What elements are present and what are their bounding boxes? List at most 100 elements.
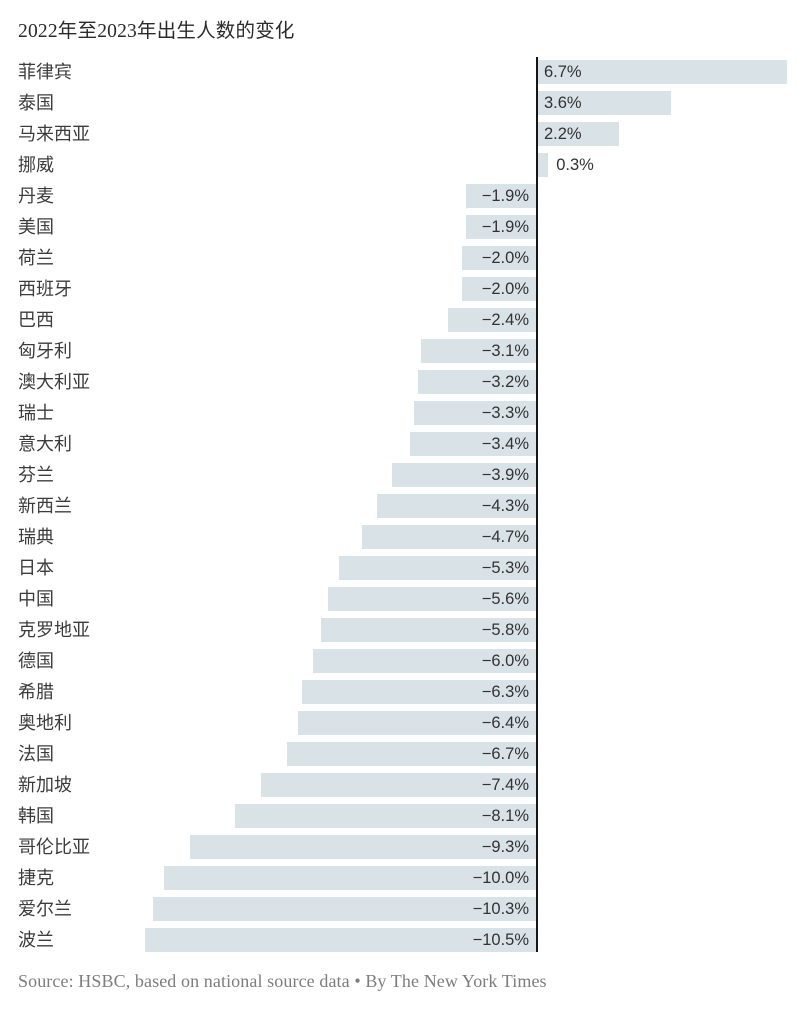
value-label: −1.9% [481, 218, 529, 236]
country-label: 德国 [18, 651, 54, 671]
bar [298, 711, 537, 735]
value-label: −5.6% [481, 590, 529, 608]
chart-row: 克罗地亚 −5.8% [0, 615, 800, 646]
chart-row: 西班牙 −2.0% [0, 274, 800, 305]
country-label: 克罗地亚 [18, 620, 90, 640]
value-label: −3.1% [481, 342, 529, 360]
value-label: −3.4% [481, 435, 529, 453]
chart: 菲律宾 6.7% 泰国 3.6% 马来西亚 2.2% 挪威 0.3% 丹麦 −1.9% 美国 −1.9… [0, 57, 800, 954]
chart-row: 希腊 −6.3% [0, 677, 800, 708]
bar [190, 835, 537, 859]
chart-row: 捷克 −10.0% [0, 863, 800, 894]
bar [313, 649, 537, 673]
chart-row: 意大利 −3.4% [0, 429, 800, 460]
value-label: −3.9% [481, 466, 529, 484]
chart-row: 瑞典 −4.7% [0, 522, 800, 553]
chart-row: 奥地利 −6.4% [0, 708, 800, 739]
chart-row: 爱尔兰 −10.3% [0, 894, 800, 925]
bar [537, 60, 787, 84]
bar [320, 618, 537, 642]
country-label: 法国 [18, 744, 54, 764]
value-label: −7.4% [481, 776, 529, 794]
bar [234, 804, 537, 828]
chart-row: 马来西亚 2.2% [0, 119, 800, 150]
value-label: −2.4% [481, 311, 529, 329]
value-label: −1.9% [481, 187, 529, 205]
zero-axis-line [536, 57, 538, 952]
bar [287, 742, 537, 766]
country-label: 西班牙 [18, 279, 72, 299]
country-label: 新西兰 [18, 496, 72, 516]
bar [413, 401, 537, 425]
value-label: −10.3% [472, 900, 529, 918]
country-label: 匈牙利 [18, 341, 72, 361]
chart-row: 新西兰 −4.3% [0, 491, 800, 522]
country-label: 希腊 [18, 682, 54, 702]
value-label: −5.8% [481, 621, 529, 639]
chart-row: 瑞士 −3.3% [0, 398, 800, 429]
country-label: 瑞士 [18, 403, 54, 423]
country-label: 奥地利 [18, 713, 72, 733]
chart-row: 韩国 −8.1% [0, 801, 800, 832]
country-label: 丹麦 [18, 186, 54, 206]
chart-row: 匈牙利 −3.1% [0, 336, 800, 367]
chart-row: 日本 −5.3% [0, 553, 800, 584]
value-label: 6.7% [544, 63, 582, 81]
country-label: 澳大利亚 [18, 372, 90, 392]
bar [417, 370, 537, 394]
chart-row: 哥伦比亚 −9.3% [0, 832, 800, 863]
chart-row: 新加坡 −7.4% [0, 770, 800, 801]
bar [466, 215, 537, 239]
value-label: −6.0% [481, 652, 529, 670]
country-label: 荷兰 [18, 248, 54, 268]
value-label: −10.0% [472, 869, 529, 887]
chart-row: 巴西 −2.4% [0, 305, 800, 336]
bar [361, 525, 537, 549]
country-label: 爱尔兰 [18, 899, 72, 919]
chart-row: 法国 −6.7% [0, 739, 800, 770]
value-label: −3.3% [481, 404, 529, 422]
value-label: 2.2% [544, 125, 582, 143]
chart-row: 泰国 3.6% [0, 88, 800, 119]
value-label: −5.3% [481, 559, 529, 577]
country-label: 马来西亚 [18, 124, 90, 144]
value-label: −3.2% [481, 373, 529, 391]
value-label: −4.3% [481, 497, 529, 515]
bar [537, 122, 620, 146]
value-label: −8.1% [481, 807, 529, 825]
country-label: 菲律宾 [18, 62, 72, 82]
chart-title: 2022年至2023年出生人数的变化 [18, 21, 295, 42]
country-label: 芬兰 [18, 465, 54, 485]
bar [339, 556, 537, 580]
chart-row: 美国 −1.9% [0, 212, 800, 243]
source-note: Source: HSBC, based on national source d… [18, 971, 547, 991]
bar [328, 587, 537, 611]
country-label: 新加坡 [18, 775, 72, 795]
chart-row: 挪威 0.3% [0, 150, 800, 181]
value-label: −6.4% [481, 714, 529, 732]
country-label: 波兰 [18, 930, 54, 950]
bar [376, 494, 537, 518]
bar [261, 773, 537, 797]
country-label: 泰国 [18, 93, 54, 113]
bar [302, 680, 537, 704]
value-label: −10.5% [472, 931, 529, 949]
country-label: 哥伦比亚 [18, 837, 90, 857]
country-label: 捷克 [18, 868, 54, 888]
bar [145, 928, 537, 952]
country-label: 中国 [18, 589, 54, 609]
bar [462, 277, 537, 301]
bar [537, 91, 672, 115]
bar [447, 308, 537, 332]
country-label: 意大利 [18, 434, 72, 454]
value-label: −2.0% [481, 280, 529, 298]
country-label: 巴西 [18, 310, 54, 330]
bar [164, 866, 537, 890]
value-label: −2.0% [481, 249, 529, 267]
chart-row: 澳大利亚 −3.2% [0, 367, 800, 398]
chart-row: 芬兰 −3.9% [0, 460, 800, 491]
chart-row: 荷兰 −2.0% [0, 243, 800, 274]
country-label: 挪威 [18, 155, 54, 175]
country-label: 瑞典 [18, 527, 54, 547]
